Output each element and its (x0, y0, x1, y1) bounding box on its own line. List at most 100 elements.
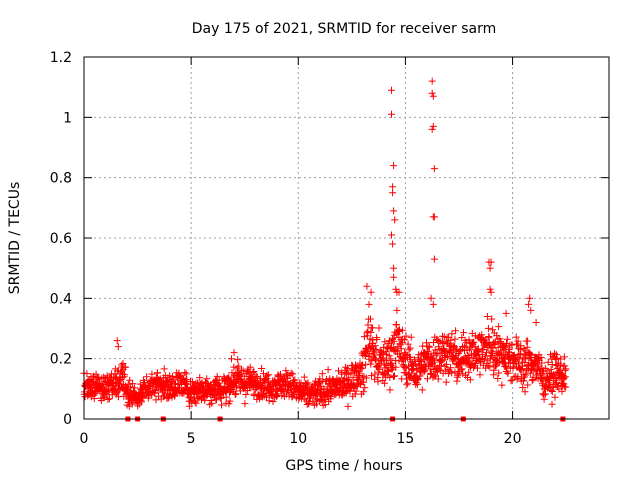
data-point (359, 388, 367, 396)
data-point (450, 355, 458, 363)
data-point (316, 397, 324, 405)
data-point (424, 375, 431, 383)
data-point (401, 364, 409, 371)
data-point (503, 364, 511, 372)
data-point (452, 327, 460, 335)
data-point (558, 370, 566, 378)
data-point (373, 336, 381, 343)
data-point (349, 374, 357, 382)
data-point (553, 378, 560, 386)
data-point (388, 110, 395, 118)
data-point (395, 288, 403, 296)
data-point (439, 332, 446, 340)
data-point (484, 324, 492, 332)
data-point (548, 400, 556, 408)
data-point (557, 355, 565, 363)
data-point (315, 378, 323, 386)
data-point (121, 363, 129, 371)
data-point (343, 364, 351, 372)
data-point (425, 343, 433, 351)
data-point (428, 125, 436, 133)
data-point (430, 339, 437, 346)
y-tick-label: 0.6 (50, 231, 72, 247)
data-point (498, 381, 506, 389)
data-point (562, 383, 570, 391)
data-point (114, 343, 122, 351)
data-point (515, 360, 522, 368)
data-point (374, 378, 382, 386)
data-point (360, 378, 368, 386)
data-point (492, 356, 500, 364)
data-point (560, 353, 568, 361)
data-point (478, 331, 486, 339)
y-tick-label: 1.2 (50, 50, 72, 66)
data-point (156, 375, 164, 383)
data-point (196, 374, 204, 382)
data-point (391, 372, 398, 380)
data-point (380, 370, 388, 378)
data-point (291, 376, 299, 384)
data-point (532, 319, 540, 326)
data-point (508, 341, 516, 349)
data-point (393, 306, 401, 314)
data-point (321, 401, 329, 409)
data-point (432, 351, 440, 359)
data-point (290, 377, 297, 384)
data-point (126, 376, 134, 384)
data-point (390, 273, 398, 281)
data-point (171, 391, 179, 399)
data-point (90, 395, 98, 403)
data-point (486, 363, 494, 371)
x-tick-label: 20 (504, 431, 522, 447)
data-point (477, 356, 485, 364)
data-point (290, 390, 298, 398)
data-point (417, 357, 425, 365)
data-point (495, 369, 503, 377)
data-point (381, 379, 389, 387)
data-point (526, 294, 534, 302)
data-point (455, 350, 462, 357)
y-tick-label: 0.2 (50, 352, 72, 368)
data-point (207, 397, 215, 404)
data-point (430, 213, 438, 221)
data-point (403, 381, 411, 389)
data-point (561, 366, 569, 374)
data-point (154, 369, 161, 377)
data-point (460, 329, 467, 337)
data-point (362, 374, 370, 382)
data-point (365, 300, 373, 308)
data-point (364, 327, 372, 335)
data-point (515, 354, 523, 362)
data-point (361, 352, 369, 360)
data-point (447, 336, 455, 344)
data-point (260, 384, 268, 392)
data-point (389, 334, 397, 342)
data-point (183, 376, 191, 384)
data-point (182, 370, 190, 378)
data-point (181, 369, 189, 376)
data-point (390, 373, 397, 380)
data-point (414, 380, 421, 388)
data-point (391, 216, 399, 224)
data-point (524, 381, 532, 389)
data-point (83, 370, 91, 378)
data-point (503, 335, 511, 343)
data-point (483, 313, 491, 320)
data-point (231, 391, 239, 398)
data-point (390, 207, 398, 215)
data-point (385, 367, 392, 374)
data-point (388, 231, 395, 239)
data-point (558, 370, 566, 378)
data-point (367, 315, 374, 323)
data-point (246, 363, 254, 371)
data-point (203, 375, 211, 383)
data-point (485, 334, 493, 342)
data-point (208, 399, 216, 407)
data-point (442, 378, 450, 386)
axis-ticks: 0 0.2 0.4 0.6 0.8 1 1.2 0 5 10 15 20 (50, 50, 609, 447)
data-point (143, 373, 151, 381)
data-point (474, 364, 481, 372)
data-point (250, 390, 258, 398)
data-point (378, 348, 386, 356)
x-tick-label: 10 (289, 431, 307, 447)
